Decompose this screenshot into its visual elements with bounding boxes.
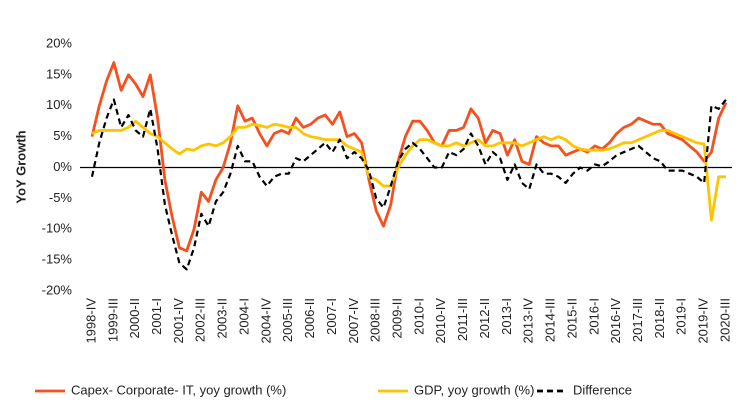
y-tick-label: 15% [46, 66, 72, 81]
x-tick-label: 2019-I [674, 298, 689, 335]
x-tick-label: 2007-IV [346, 298, 361, 344]
x-tick-label: 2009-II [390, 298, 405, 338]
x-tick-label: 2004-I [236, 298, 251, 335]
y-tick-label: -20% [42, 282, 73, 297]
series-line [90, 98, 727, 271]
x-tick-label: 2001-IV [171, 298, 186, 344]
x-tick-label: 2015-II [564, 298, 579, 338]
x-tick-label: 2003-II [215, 298, 230, 338]
y-tick-label: 20% [46, 35, 72, 50]
x-tick-label: 2016-IV [608, 298, 623, 344]
x-tick-label: 2010-IV [433, 298, 448, 344]
series-line [91, 119, 726, 222]
legend-label: GDP, yoy growth (%) [414, 382, 534, 397]
x-tick-label: 2004-IV [258, 298, 273, 344]
x-tick-label: 1999-III [105, 298, 120, 342]
x-tick-label: 2011-III [455, 298, 470, 341]
y-tick-label: 5% [53, 128, 72, 143]
x-tick-label: 2018-II [652, 298, 667, 338]
x-tick-label: 2002-III [193, 298, 208, 342]
x-tick-label: 2005-III [280, 298, 295, 342]
x-tick-label: 2014-III [543, 298, 558, 342]
legend-label: Difference [573, 382, 632, 397]
x-tick-label: 2012-II [477, 298, 492, 338]
x-tick-label: 2008-III [368, 298, 383, 342]
x-tick-label: 2001-I [149, 298, 164, 335]
x-tick-label: 2000-II [127, 298, 142, 338]
y-tick-label: -5% [49, 190, 73, 205]
series-line [90, 61, 728, 253]
y-tick-label: -10% [42, 221, 73, 236]
x-tick-label: 2007-I [324, 298, 339, 335]
y-tick-label: 0% [53, 159, 72, 174]
x-tick-label: 2016-I [586, 298, 601, 335]
x-tick-label: 2010-I [411, 298, 426, 335]
y-tick-label: -15% [42, 252, 73, 267]
y-axis-label: YoY Growth [13, 130, 28, 203]
x-tick-label: 1998-IV [83, 298, 98, 344]
y-tick-label: 10% [46, 97, 72, 112]
x-tick-label: 2013-IV [521, 298, 536, 344]
x-tick-label: 2019-IV [696, 298, 711, 344]
legend-label: Capex- Corporate- IT, yoy growth (%) [71, 382, 286, 397]
x-tick-label: 2020-III [717, 298, 732, 342]
x-tick-label: 2006-II [302, 298, 317, 338]
x-tick-label: 2017-III [630, 298, 645, 342]
x-tick-label: 2013-I [499, 298, 514, 335]
